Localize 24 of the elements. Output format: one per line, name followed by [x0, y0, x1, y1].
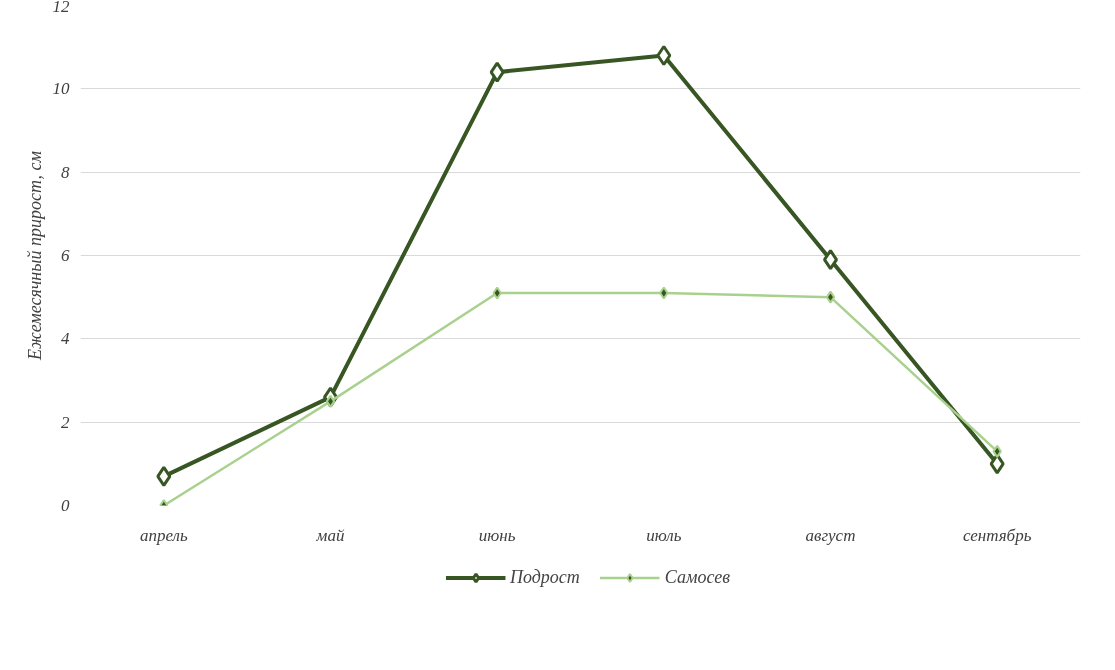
point [492, 286, 502, 300]
x-tick-label: июнь [478, 525, 516, 545]
y-tick-label: 10 [52, 79, 70, 99]
legend-label: Самосев [664, 566, 731, 588]
y-tick-label: 12 [52, 0, 70, 16]
y-tick-label: 8 [61, 162, 70, 182]
y-tick-label: 2 [61, 412, 70, 432]
legend-label: Подрост [509, 566, 580, 588]
point [825, 290, 836, 304]
y-tick-label: 4 [61, 329, 70, 349]
x-tick-label: май [315, 525, 345, 545]
point [489, 61, 505, 83]
y-axis-title: Ежемесячный прирост, см [24, 150, 45, 361]
y-tick-label: 0 [61, 496, 70, 515]
point [656, 45, 672, 66]
x-tick-label: август [805, 525, 856, 545]
x-tick-label: сентябрь [962, 525, 1032, 545]
y-tick-label: 6 [61, 246, 70, 265]
point [989, 453, 1005, 475]
x-tick-label: апрель [139, 525, 188, 545]
point [992, 444, 1002, 458]
point [156, 465, 172, 487]
point [659, 286, 669, 300]
x-tick-label: июль [646, 525, 682, 545]
